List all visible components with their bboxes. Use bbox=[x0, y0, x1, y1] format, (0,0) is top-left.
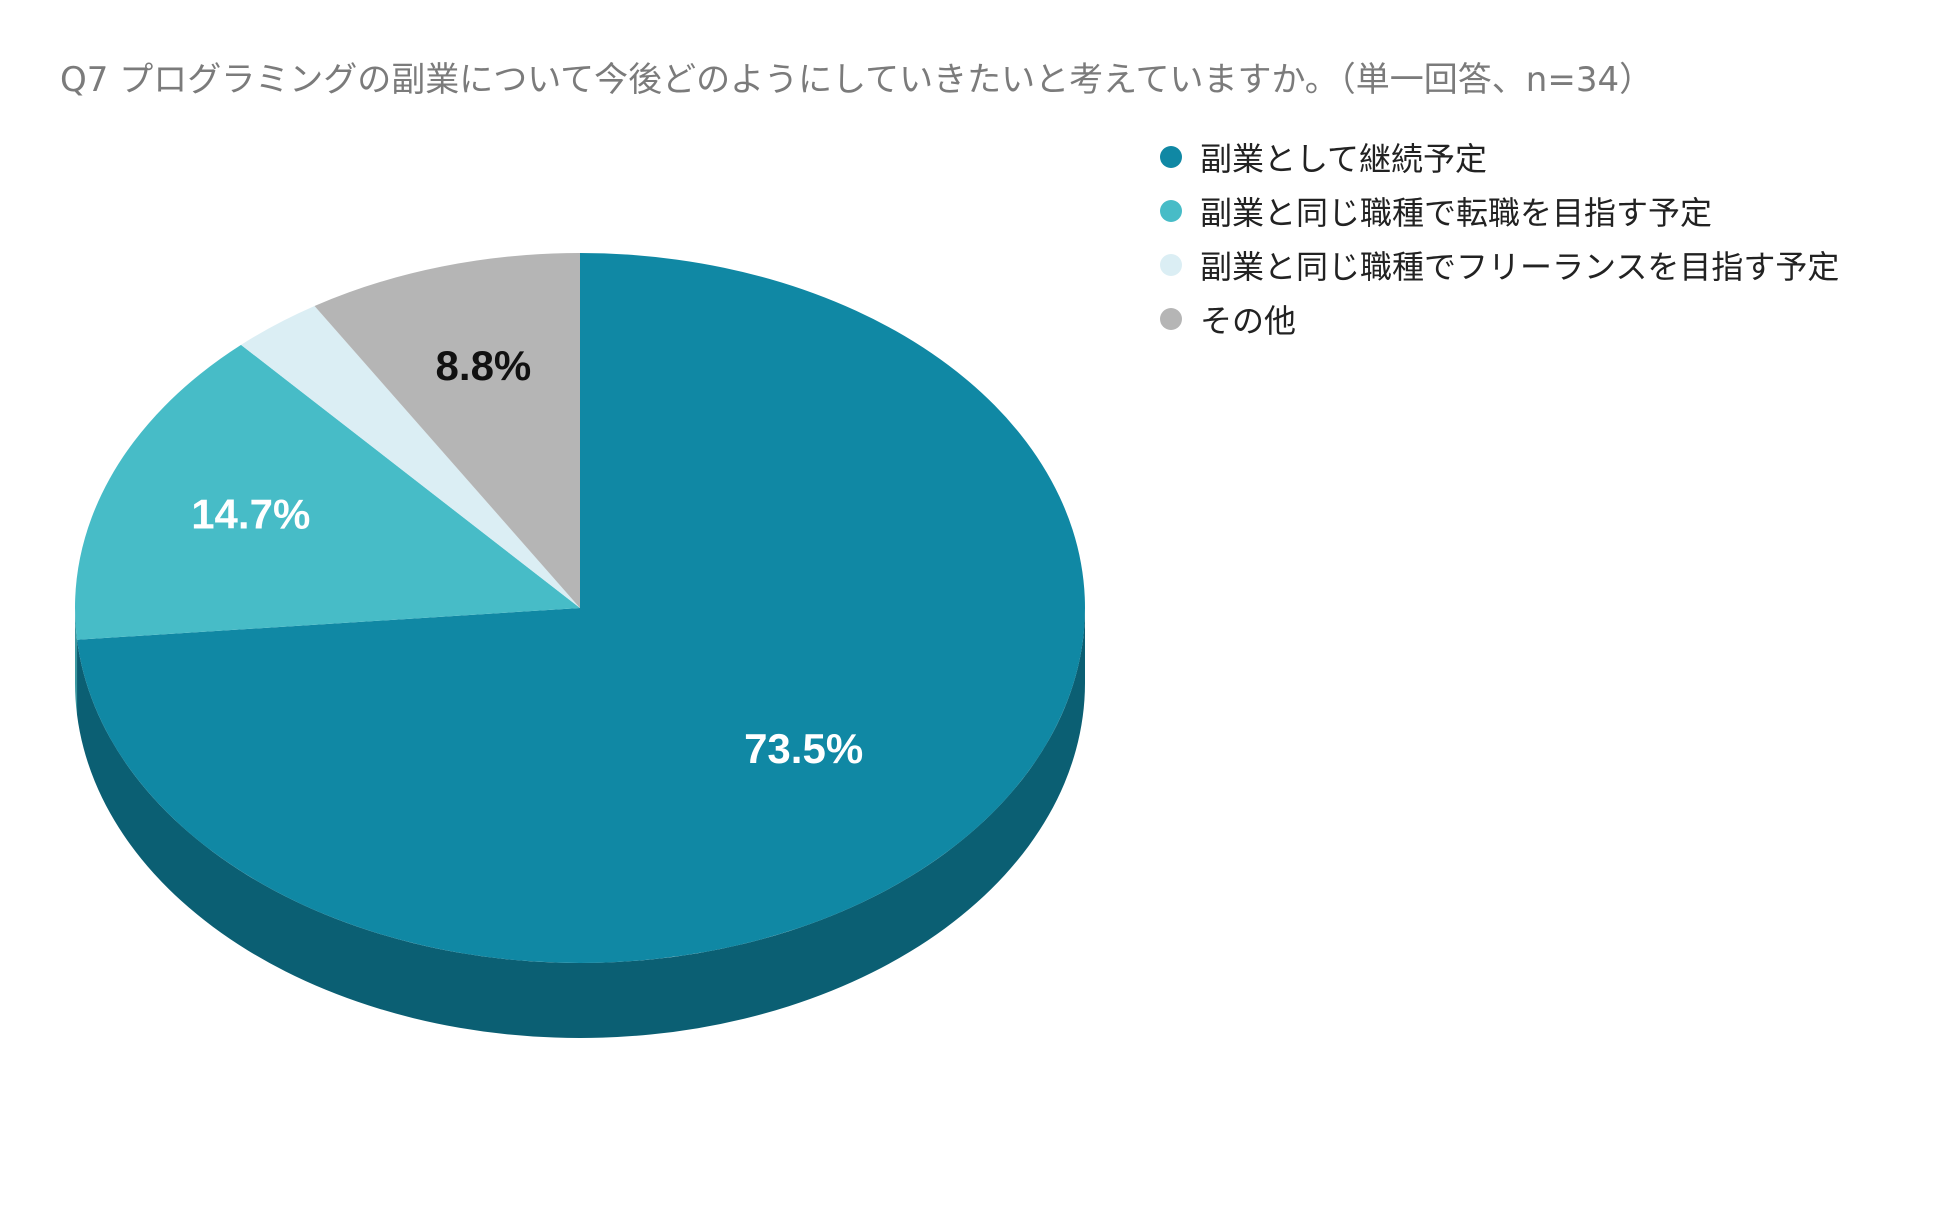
pie-slice-job-change bbox=[74, 344, 580, 640]
chart-title: Q7 プログラミングの副業について今後どのようにしていきたいと考えていますか。（… bbox=[60, 60, 1654, 100]
pie-tops bbox=[74, 253, 1086, 963]
legend-label: 副業と同じ職種でフリーランスを目指す予定 bbox=[1200, 248, 1840, 286]
pie-sides bbox=[75, 608, 1086, 1039]
data-label-other: 8.8% bbox=[436, 342, 532, 389]
pie-slice-continue bbox=[77, 253, 1086, 963]
legend-item-other: その他 bbox=[1160, 292, 1839, 346]
legend-item-continue: 副業として継続予定 bbox=[1160, 130, 1839, 184]
legend-item-job-change: 副業と同じ職種で転職を目指す予定 bbox=[1160, 184, 1839, 238]
pie-slice-freelance bbox=[241, 306, 580, 608]
legend-swatch bbox=[1160, 308, 1182, 330]
pie-side-job-change bbox=[75, 608, 78, 715]
pie-slice-other bbox=[314, 253, 580, 608]
legend-item-freelance: 副業と同じ職種でフリーランスを目指す予定 bbox=[1160, 238, 1839, 292]
data-label-job-change: 14.7% bbox=[191, 491, 310, 538]
legend: 副業として継続予定副業と同じ職種で転職を目指す予定副業と同じ職種でフリーランスを… bbox=[1160, 130, 1839, 346]
legend-swatch bbox=[1160, 254, 1182, 276]
data-label-continue: 73.5% bbox=[744, 725, 863, 772]
legend-label: その他 bbox=[1200, 302, 1297, 340]
legend-label: 副業と同じ職種で転職を目指す予定 bbox=[1200, 194, 1713, 232]
legend-swatch bbox=[1160, 200, 1182, 222]
pie-side-continue bbox=[77, 608, 1086, 1039]
legend-swatch bbox=[1160, 146, 1182, 168]
pie-labels: 73.5% 14.7% 8.8% bbox=[191, 342, 863, 772]
legend-label: 副業として継続予定 bbox=[1200, 140, 1488, 178]
